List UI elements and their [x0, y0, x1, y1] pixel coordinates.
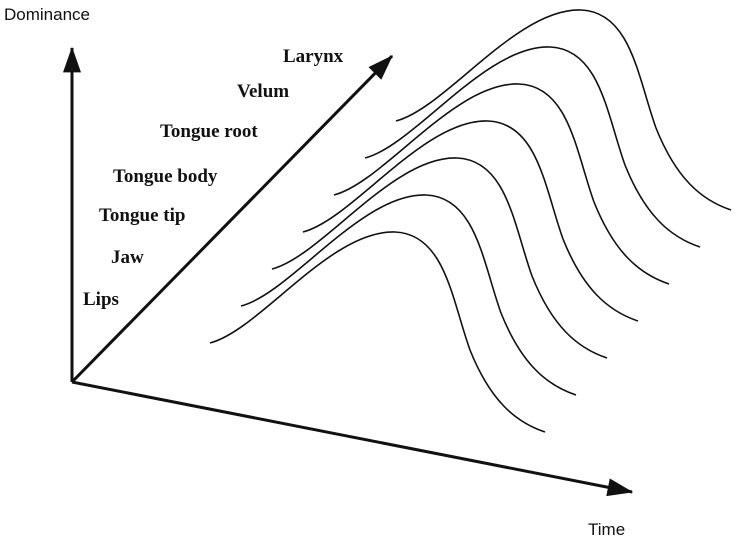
curve — [364, 46, 701, 248]
curve — [395, 9, 732, 211]
articulator-label: Lips — [83, 289, 119, 310]
curve — [302, 120, 639, 322]
axes — [63, 46, 634, 497]
articulator-label: Tongue tip — [99, 205, 185, 226]
axis-label: Time — [588, 520, 625, 539]
time-axis — [71, 380, 634, 497]
curve — [271, 157, 608, 359]
articulator-label: Velum — [237, 81, 289, 102]
articulator-label: Tongue body — [113, 166, 218, 187]
curves — [209, 9, 732, 433]
curve — [333, 83, 670, 285]
curve — [209, 231, 546, 433]
articulator-label: Larynx — [283, 46, 344, 67]
articulator-label: Jaw — [111, 247, 144, 268]
articulator-label: Tongue root — [160, 121, 258, 142]
axis-label: Dominance — [4, 5, 90, 24]
articulator-axis — [70, 54, 394, 384]
curve — [240, 194, 577, 396]
